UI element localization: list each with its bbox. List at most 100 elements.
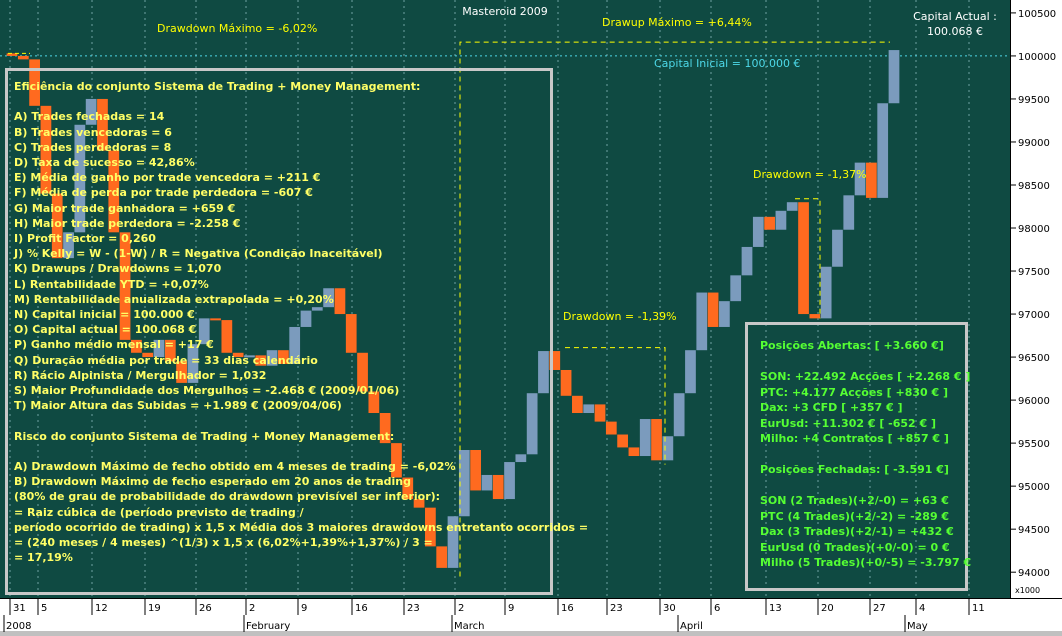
y-tick-label: 97500: [1018, 267, 1050, 278]
plot-area: Masteroid 2009 Drawdown Máximo = -6,02% Dr…: [0, 0, 1010, 598]
candle-2008-05-01: [741, 246, 753, 276]
candle-2008-03-07: [300, 310, 312, 327]
candle-2008-02-29: [244, 355, 255, 358]
candle-2008-03-26: [447, 516, 459, 568]
month-label: February: [246, 621, 290, 632]
stats-line: I) Profit Factor = 0,260: [14, 232, 156, 246]
candle-2008-04-01: [492, 474, 504, 500]
candle-2008-02-13: [108, 150, 120, 233]
x-tick-label: 19: [148, 603, 161, 614]
position-line: EurUsd (0 Trades)(+0/-0) = 0 €: [760, 540, 950, 554]
candle-2008-02-12: [97, 98, 108, 151]
x-tick-label: 2: [458, 603, 464, 614]
candle-2008-03-27: [458, 450, 470, 517]
candle-2008-04-17: [628, 447, 640, 457]
candle-2008-02-27: [221, 320, 233, 353]
candle-2008-03-24: [425, 507, 436, 547]
candle-2008-02-28: [232, 352, 244, 358]
stats-line: N) Capital inicial = 100.000 €: [14, 308, 195, 322]
stats-line: G) Maior trade ganhadora = +659 €: [14, 201, 236, 215]
candle-2008-04-28: [707, 292, 719, 327]
candle-2008-04-10: [572, 395, 583, 414]
stats-line: B) Trades vencedoras = 6: [14, 125, 172, 139]
y-axis: 94000 94500 95000 95500 96000 96500 97000 97500…: [1010, 0, 1062, 598]
candle-2008-04-09: [560, 369, 572, 396]
stats-line: [14, 413, 544, 428]
candle-2008-05-15: [854, 162, 866, 196]
efficiency-stats-panel: Eficiência do conjunto Sistema de Tradin…: [5, 68, 588, 595]
position-line: [760, 447, 953, 463]
drawdown-1-label: Drawdown = -1,39%: [563, 310, 677, 323]
candle-2008-04-30: [730, 275, 742, 302]
position-line: SON: +22.492 Acções [ +2.268 € ]: [760, 370, 971, 383]
candle-2008-04-21: [651, 419, 662, 461]
stats-line: K) Drawups / Drawdowns = 1,070: [14, 262, 222, 276]
y-tick-label: 97000: [1018, 310, 1050, 321]
candle-2008-03-31: [481, 474, 493, 491]
x-tick-label: 23: [407, 603, 420, 614]
stats-line: A) Trades fechadas = 14: [14, 110, 165, 124]
candle-2008-03-19: [391, 443, 402, 478]
stats-line: A) Drawdown Máximo de fecho obtido em 4 …: [14, 460, 456, 474]
position-line: PTC: +4.177 Acções [ +830 € ]: [760, 385, 949, 399]
x-tick-label: 20: [821, 603, 834, 614]
candle-2008-05-14: [843, 195, 855, 230]
candle-2008-04-29: [719, 301, 730, 327]
stats-line: S) Maior Profundidade dos Mergulhos = -2…: [14, 384, 400, 398]
stats-line: D) Taxa de sucesso = 42,86%: [14, 156, 195, 170]
candle-2008-03-14: [357, 352, 368, 392]
candle-2008-02-07: [63, 232, 74, 259]
candle-2008-02-26: [210, 318, 221, 321]
y-tick-label: 95500: [1018, 439, 1050, 450]
candle-2008-04-23: [673, 393, 685, 437]
positions-panel: Posições Abertas: [ +3.660 €] SON: +22.4…: [745, 322, 971, 591]
candle-2008-04-04: [526, 393, 538, 455]
stats-line: Eficiência do conjunto Sistema de Tradin…: [14, 80, 421, 93]
position-line: Posições Abertas: [ +3.660 €]: [760, 339, 944, 352]
drawdown-max-label: Drawdown Máximo = -6,02%: [157, 22, 317, 35]
x-tick-label: 30: [663, 603, 676, 614]
candle-2008-05-05: [764, 216, 775, 230]
x-tick-label: 12: [95, 603, 108, 614]
candle-2008-02-04: [29, 59, 40, 106]
stats-line: O) Capital actual = 100.068 €: [14, 323, 197, 337]
y-tick-label: 100000: [1018, 52, 1056, 63]
y-tick-label: 94500: [1018, 525, 1050, 536]
candle-2008-02-15: [131, 339, 142, 353]
candle-2008-05-08: [798, 202, 809, 315]
y-tick-label: 95000: [1018, 482, 1050, 493]
y-unit-label: x1000: [1015, 586, 1040, 595]
y-tick-label: 98500: [1018, 181, 1050, 192]
chart-title: Masteroid 2009: [462, 5, 548, 18]
candle-2008-02-21: [176, 361, 187, 383]
candle-2008-03-04: [266, 350, 278, 366]
candle-2008-02-20: [164, 339, 176, 362]
candle-2008-04-03: [515, 454, 527, 463]
candle-2008-03-20: [402, 477, 414, 500]
month-label: May: [907, 621, 928, 632]
candle-2008-02-25: [198, 318, 210, 345]
x-tick-label: 9: [301, 603, 307, 614]
candle-2008-02-11: [85, 98, 97, 125]
stats-line: (80% de grau de probabilidade do drawdow…: [14, 490, 441, 504]
stats-line: E) Média de ganho por trade vencedora = …: [14, 171, 321, 185]
stats-line: [14, 444, 544, 459]
candle-2008-04-07: [538, 351, 549, 394]
y-tick-label: 100500: [1018, 9, 1056, 20]
candle-2008-04-22: [662, 436, 674, 461]
candle-2008-02-18: [142, 352, 154, 358]
stats-line: H) Maior trade perdedora = -2.258 €: [14, 216, 241, 230]
candle-2008-04-15: [605, 421, 617, 435]
drawdown-2-label: Drawdown = -1,37%: [753, 168, 867, 181]
month-label: April: [680, 621, 703, 632]
candle-2008-04-11: [583, 404, 595, 414]
y-tick-label: 98000: [1018, 224, 1050, 235]
x-tick-label: 5: [41, 603, 47, 614]
candlestick-chart: Masteroid 2009 Drawdown Máximo = -6,02% Dr…: [0, 0, 1010, 598]
stats-line: M) Rentabilidade anualizada extrapolada …: [14, 292, 334, 306]
candle-2008-05-13: [832, 229, 843, 267]
stats-line: B) Drawdown Máximo de fecho esperado em …: [14, 475, 412, 489]
position-line: SON (2 Trades)(+2/-0) = +63 €: [760, 494, 949, 507]
stats-line: = (240 meses / 4 meses) ^(1/3) x 1,5 x (…: [14, 536, 433, 550]
candle-2008-04-25: [696, 292, 708, 351]
